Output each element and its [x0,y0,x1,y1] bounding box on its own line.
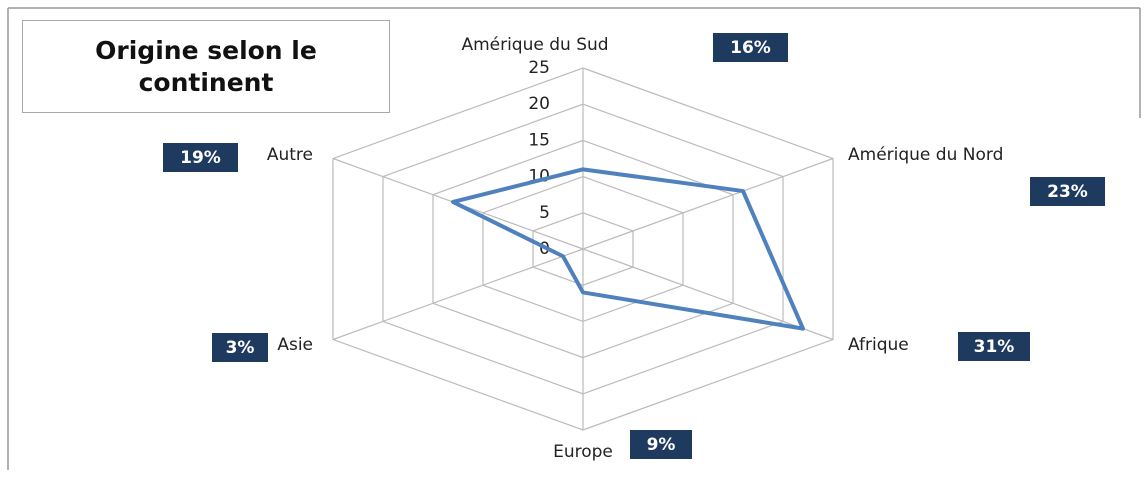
radial-axis [582,248,834,341]
chart-title: Origine selon le continent [22,20,390,113]
category-label: Amérique du Sud [461,35,608,55]
percent-label: 23% [1047,182,1088,202]
radial-axis [582,157,834,250]
category-label: Amérique du Nord [848,145,1003,165]
y-tick-label: 25 [528,58,550,78]
percent-box [163,143,238,172]
y-tick-label: 15 [528,130,550,150]
radial-axis [332,248,584,341]
category-label: Afrique [848,335,909,355]
percent-box [958,332,1030,361]
percent-label: 16% [730,38,771,58]
percent-box [713,33,788,62]
y-tick-label: 5 [539,203,550,223]
percent-label: 3% [226,338,255,358]
y-tick-label: 20 [528,94,550,114]
percent-label: 31% [974,337,1015,357]
percent-box [1030,177,1105,206]
category-label: Asie [277,335,313,355]
category-label: Europe [553,442,613,462]
category-label: Autre [267,145,313,165]
percent-label: 9% [647,435,676,455]
series-line [450,167,806,331]
percent-box [630,430,692,459]
percent-box [212,333,268,362]
percent-label: 19% [180,148,221,168]
